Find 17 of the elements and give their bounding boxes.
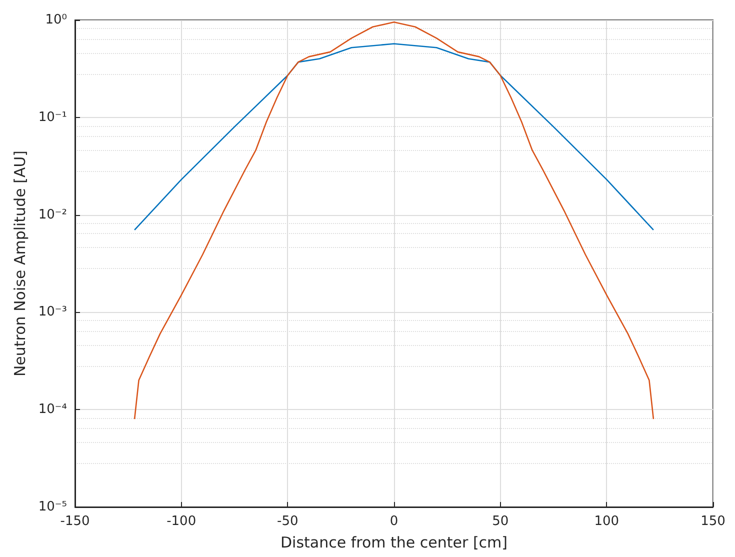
y-axis-title: Neutron Noise Amplitude [AU] [10, 150, 29, 377]
line-series [134, 22, 654, 420]
y-tick-label: 10⁰ [45, 12, 67, 28]
x-tick-label: -100 [166, 514, 196, 529]
x-tick-label: -50 [277, 514, 298, 529]
x-tick-label: 150 [700, 514, 726, 529]
y-tick-label: 10⁻² [38, 207, 67, 222]
x-tick-label: 0 [390, 514, 398, 529]
x-tick-label: -150 [60, 514, 90, 529]
line-series [134, 43, 654, 231]
y-tick-label: 10⁻³ [38, 304, 67, 320]
y-tick-label: 10⁻⁵ [38, 500, 67, 514]
y-tick-label: 10⁻¹ [38, 110, 67, 125]
y-tick-label: 10⁻⁴ [38, 402, 67, 418]
x-tick-label: 100 [594, 514, 620, 529]
x-axis-title: Distance from the center [cm] [280, 534, 508, 552]
x-tick-label: 50 [492, 514, 509, 529]
